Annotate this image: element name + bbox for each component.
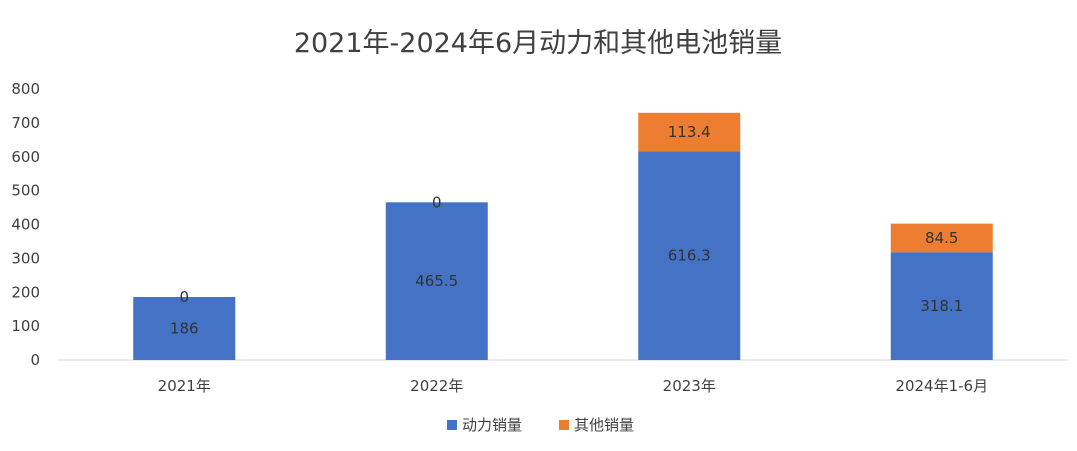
legend-swatch [559, 420, 569, 430]
x-category-label: 2024年1-6月 [895, 377, 988, 395]
data-label: 465.5 [415, 272, 458, 290]
bar-other [890, 223, 993, 253]
legend-label: 其他销量 [574, 416, 634, 434]
x-category-label: 2022年 [410, 377, 463, 395]
y-tick-label: 200 [11, 283, 40, 301]
y-tick-label: 700 [11, 114, 40, 132]
x-category-label: 2023年 [663, 377, 716, 395]
data-label: 113.4 [668, 123, 711, 141]
x-category-label: 2021年 [158, 377, 211, 395]
chart-title: 2021年-2024年6月动力和其他电池销量 [294, 28, 782, 59]
data-label: 318.1 [920, 297, 963, 315]
x-axis: 2021年 2022年 2023年 2024年1-6月 [158, 377, 988, 395]
data-label: 84.5 [925, 229, 958, 247]
bar-power [638, 151, 741, 360]
legend: 动力销量 其他销量 [447, 416, 634, 434]
data-label: 616.3 [668, 247, 711, 265]
y-axis: 0 100 200 300 400 500 600 700 800 [11, 80, 40, 369]
data-label: 0 [432, 193, 442, 211]
bars [133, 112, 993, 360]
bar-power [890, 252, 993, 360]
data-labels: 186 0 465.5 0 616.3 113.4 318.1 84.5 [170, 123, 963, 337]
legend-swatch [447, 420, 457, 430]
legend-label: 动力销量 [462, 416, 522, 434]
bar-power [385, 202, 488, 360]
data-label: 0 [179, 288, 189, 306]
y-tick-label: 100 [11, 317, 40, 335]
bar-other [638, 112, 741, 152]
y-tick-label: 500 [11, 182, 40, 200]
y-tick-label: 600 [11, 148, 40, 166]
y-tick-label: 0 [30, 351, 40, 369]
bar-power [133, 296, 236, 360]
y-tick-label: 300 [11, 249, 40, 267]
y-tick-label: 400 [11, 216, 40, 234]
y-tick-label: 800 [11, 80, 40, 98]
data-label: 186 [170, 319, 199, 337]
